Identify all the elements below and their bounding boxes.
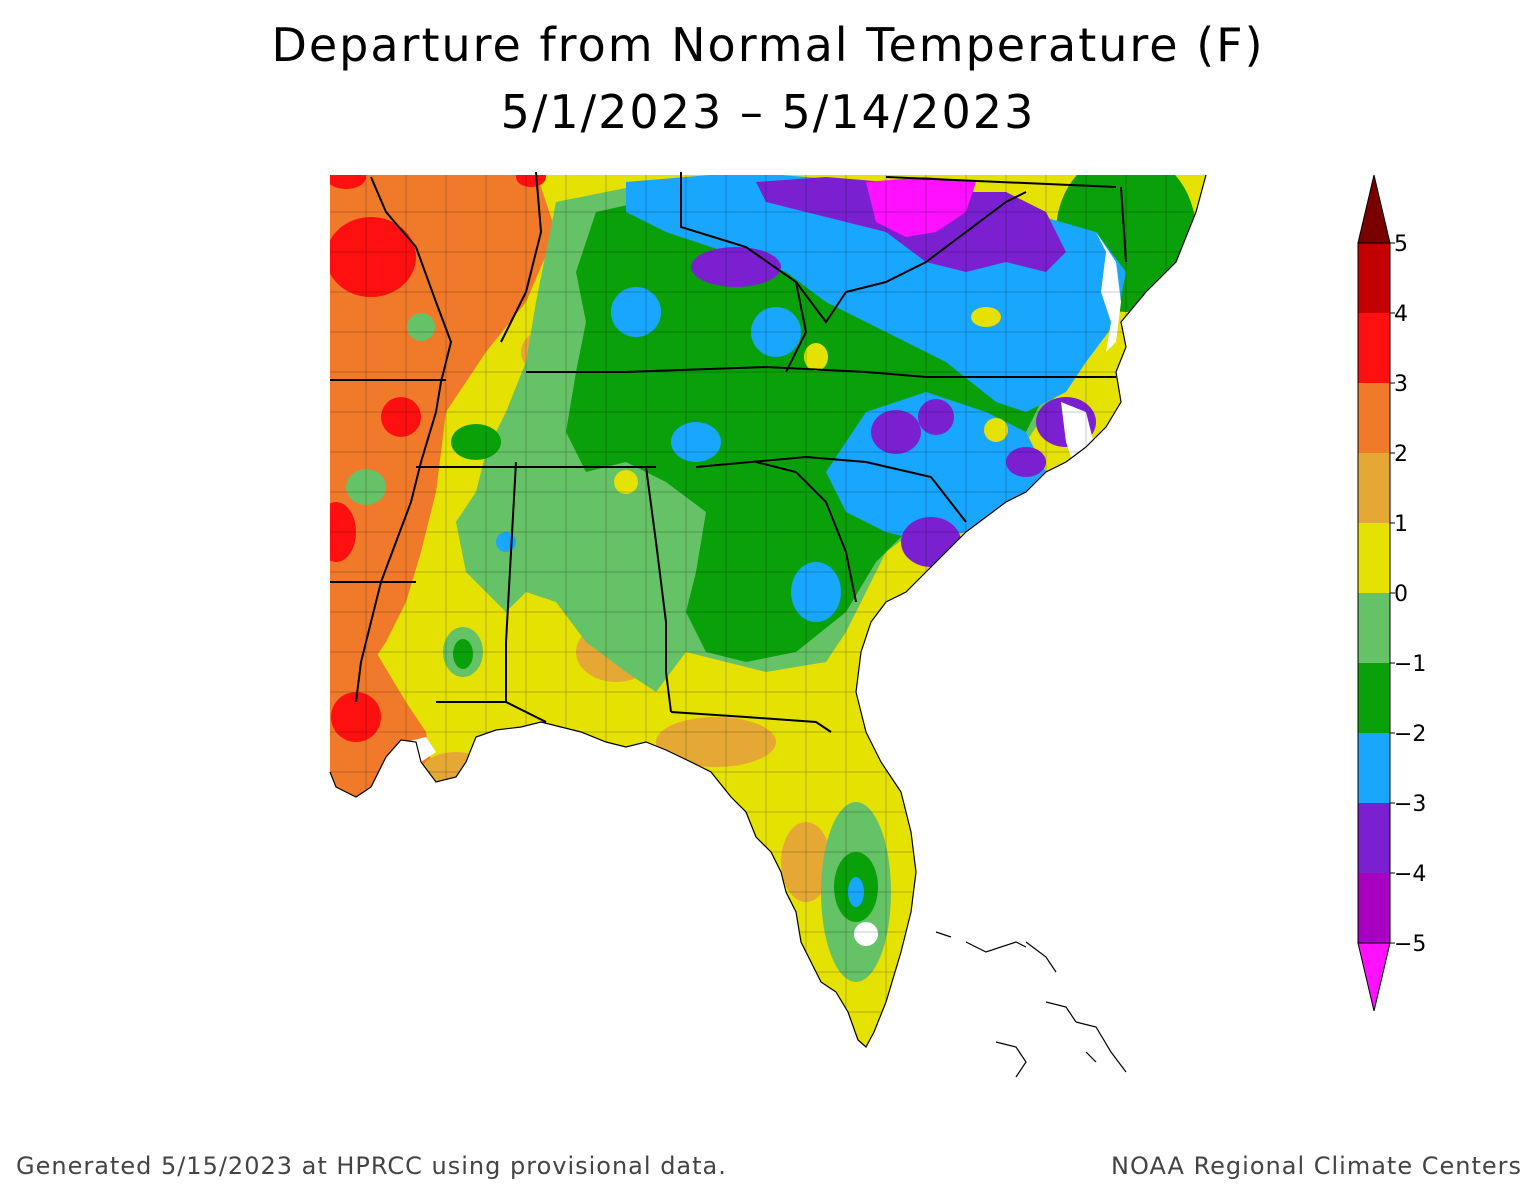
color-scale-label: 2 bbox=[1394, 442, 1408, 467]
purple-kentucky bbox=[691, 247, 781, 287]
blue-spot-kentucky bbox=[611, 287, 661, 337]
color-scale-segment bbox=[1358, 523, 1390, 593]
color-scale-bottom-arrow bbox=[1357, 942, 1391, 1012]
color-scale-segment bbox=[1358, 663, 1390, 733]
color-scale-label: −5 bbox=[1394, 932, 1426, 957]
coastline bbox=[329, 174, 1207, 1048]
map-title: Departure from Normal Temperature (F) bbox=[271, 18, 1265, 72]
color-scale-segment bbox=[1358, 313, 1390, 383]
red-hotspot-memphis bbox=[381, 397, 421, 437]
purple-sc bbox=[901, 517, 961, 567]
state-boundaries bbox=[330, 172, 1127, 733]
blue-spot-tennessee bbox=[671, 422, 721, 462]
footer-generated-note: Generated 5/15/2023 at HPRCC using provi… bbox=[16, 1152, 727, 1180]
color-scale-segment bbox=[1358, 873, 1390, 943]
color-scale-legend: 5 4 3 2 1 0 −1 −2 −3 −4 −5 bbox=[1357, 174, 1426, 1012]
yellow-spot-virginia bbox=[971, 307, 1001, 327]
light-orange-georgia-south bbox=[656, 717, 776, 767]
blue-spot-alabama bbox=[496, 532, 516, 552]
color-scale-top-arrow bbox=[1357, 174, 1391, 244]
color-scale-label: 3 bbox=[1394, 372, 1408, 397]
light-green-north bbox=[407, 313, 435, 341]
yellow-spot-tn bbox=[804, 343, 828, 371]
color-scale-label: −2 bbox=[1394, 722, 1426, 747]
pamlico-sound bbox=[1061, 402, 1096, 472]
lake-pontchartrain bbox=[406, 737, 436, 762]
green-spot-tennessee bbox=[451, 424, 501, 460]
temperature-departure-map bbox=[329, 172, 1207, 1078]
red-hotspot-north bbox=[330, 175, 366, 189]
color-scale-segments bbox=[1357, 174, 1391, 1012]
color-scale-label: −3 bbox=[1394, 792, 1426, 817]
yellow-spot-alabama bbox=[614, 470, 638, 494]
color-scale-segment bbox=[1358, 243, 1390, 313]
color-scale-segment bbox=[1358, 803, 1390, 873]
magenta-west-virginia bbox=[866, 177, 976, 237]
lake-okeechobee bbox=[854, 922, 878, 946]
blue-spot-georgia bbox=[791, 562, 841, 622]
footer-source-credit: NOAA Regional Climate Centers bbox=[1111, 1152, 1522, 1180]
color-scale-segment bbox=[1358, 453, 1390, 523]
west-warm-region bbox=[330, 175, 556, 692]
yellow-spot-nc bbox=[984, 418, 1008, 442]
red-hotspot-louisiana bbox=[331, 692, 381, 742]
purple-nc-southeast bbox=[1006, 447, 1046, 477]
color-scale-segment bbox=[1358, 733, 1390, 803]
color-scale-label: 0 bbox=[1394, 582, 1408, 607]
green-spot-mississippi bbox=[453, 639, 473, 669]
purple-nc-west bbox=[871, 410, 921, 454]
purple-nc-central bbox=[918, 399, 954, 435]
red-hotspot-north2 bbox=[516, 175, 546, 187]
color-scale-labels: 5 4 3 2 1 0 −1 −2 −3 −4 −5 bbox=[1390, 232, 1426, 957]
red-hotspot-arkansas bbox=[330, 217, 416, 297]
color-scale-label: 1 bbox=[1394, 512, 1408, 537]
color-scale-segment bbox=[1358, 593, 1390, 663]
color-scale-label: 5 bbox=[1394, 232, 1408, 257]
bahamas-islands bbox=[935, 931, 1127, 1078]
map-date-range: 5/1/2023 – 5/14/2023 bbox=[500, 85, 1036, 139]
color-scale-label: 4 bbox=[1394, 302, 1408, 327]
color-scale-segment bbox=[1358, 383, 1390, 453]
color-scale-label: −4 bbox=[1394, 862, 1426, 887]
color-scale-label: −1 bbox=[1394, 652, 1426, 677]
